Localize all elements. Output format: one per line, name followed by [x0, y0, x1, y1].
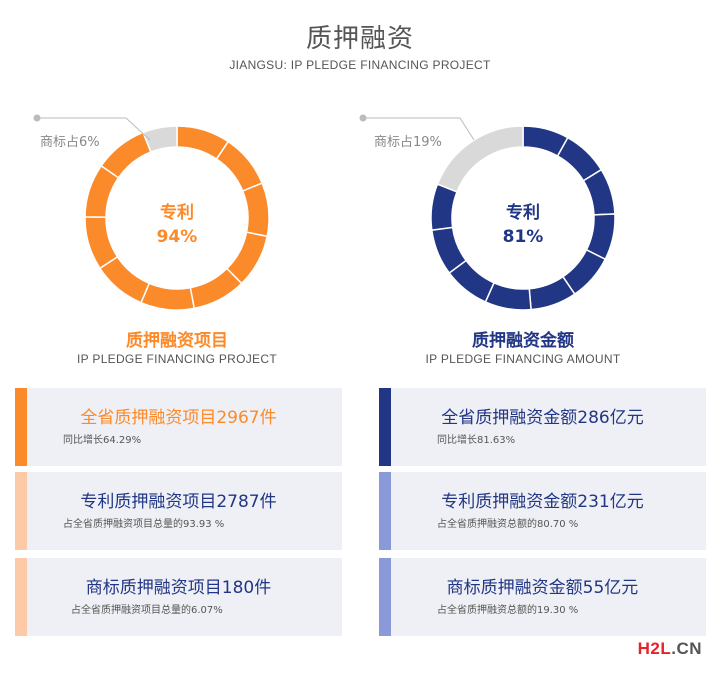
- card-sub-text: 占全省质押融资项目总量的6.07%: [71, 605, 223, 616]
- total-amount-card: 全省质押融资金额286亿元 同比增长81.63%: [379, 388, 706, 466]
- project-donut-chart: [84, 125, 270, 311]
- project-section-title: 质押融资项目: [126, 331, 228, 351]
- card-main-text: 全省质押融资金额286亿元: [441, 408, 644, 428]
- card-sub-text: 占全省质押融资项目总量的93.93 %: [63, 519, 225, 530]
- card-sub-text: 占全省质押融资总额的19.30 %: [437, 605, 579, 616]
- h2l-logo: H2L.CN: [638, 639, 702, 659]
- page-title: 质押融资: [305, 24, 414, 54]
- trademark-slice: [142, 125, 178, 153]
- logo-cn-text: .CN: [671, 639, 702, 658]
- amount-section-title: 质押融资金额: [472, 331, 574, 351]
- trademark-slice: [436, 125, 524, 193]
- card-main-text: 专利质押融资金额231亿元: [441, 492, 644, 512]
- card-sub-text: 占全省质押融资总额的80.70 %: [437, 519, 579, 530]
- project-donut-center-label: 专利: [160, 203, 194, 223]
- patent-projects-card: 专利质押融资项目2787件 占全省质押融资项目总量的93.93 %: [15, 472, 342, 550]
- amount-donut-center-label: 专利: [506, 203, 540, 223]
- card-accent-bar: [15, 388, 27, 466]
- patent-slice-segment: [140, 282, 196, 311]
- card-accent-bar: [379, 558, 391, 636]
- amount-donut-center-value: 81%: [502, 227, 544, 247]
- patent-slice-segment: [84, 216, 119, 270]
- amount-section-subtitle: IP PLEDGE FINANCING AMOUNT: [425, 352, 621, 366]
- amount-donut-chart: [430, 125, 616, 311]
- amount-trademark-annotation: 商标占19%: [374, 135, 442, 150]
- card-accent-bar: [15, 472, 27, 550]
- card-main-text: 全省质押融资项目2967件: [80, 408, 277, 428]
- card-accent-bar: [379, 388, 391, 466]
- card-sub-text: 同比增长81.63%: [437, 435, 516, 446]
- card-main-text: 商标质押融资金额55亿元: [446, 578, 639, 598]
- project-donut-center-value: 94%: [156, 227, 198, 247]
- project-annotation-leader: [33, 114, 151, 141]
- patent-slice-segment: [215, 140, 264, 193]
- amount-annotation-leader: [359, 114, 475, 141]
- leader-line: [363, 117, 475, 141]
- card-main-text: 专利质押融资项目2787件: [80, 492, 277, 512]
- card-main-text: 商标质押融资项目180件: [85, 578, 272, 598]
- card-accent-bar: [379, 472, 391, 550]
- page-subtitle: JIANGSU: IP PLEDGE FINANCING PROJECT: [229, 58, 491, 72]
- card-sub-text: 同比增长64.29%: [63, 435, 142, 446]
- project-section-subtitle: IP PLEDGE FINANCING PROJECT: [77, 352, 277, 366]
- total-projects-card: 全省质押融资项目2967件 同比增长64.29%: [15, 388, 342, 466]
- patent-slice-segment: [241, 182, 270, 238]
- card-accent-bar: [15, 558, 27, 636]
- patent-amount-card: 专利质押融资金额231亿元 占全省质押融资总额的80.70 %: [379, 472, 706, 550]
- project-trademark-annotation: 商标占6%: [40, 135, 100, 150]
- leader-line: [37, 117, 151, 141]
- trademark-amount-card: 商标质押融资金额55亿元 占全省质押融资总额的19.30 %: [379, 558, 706, 636]
- trademark-projects-card: 商标质押融资项目180件 占全省质押融资项目总量的6.07%: [15, 558, 342, 636]
- logo-h2l-text: H2L: [637, 639, 672, 658]
